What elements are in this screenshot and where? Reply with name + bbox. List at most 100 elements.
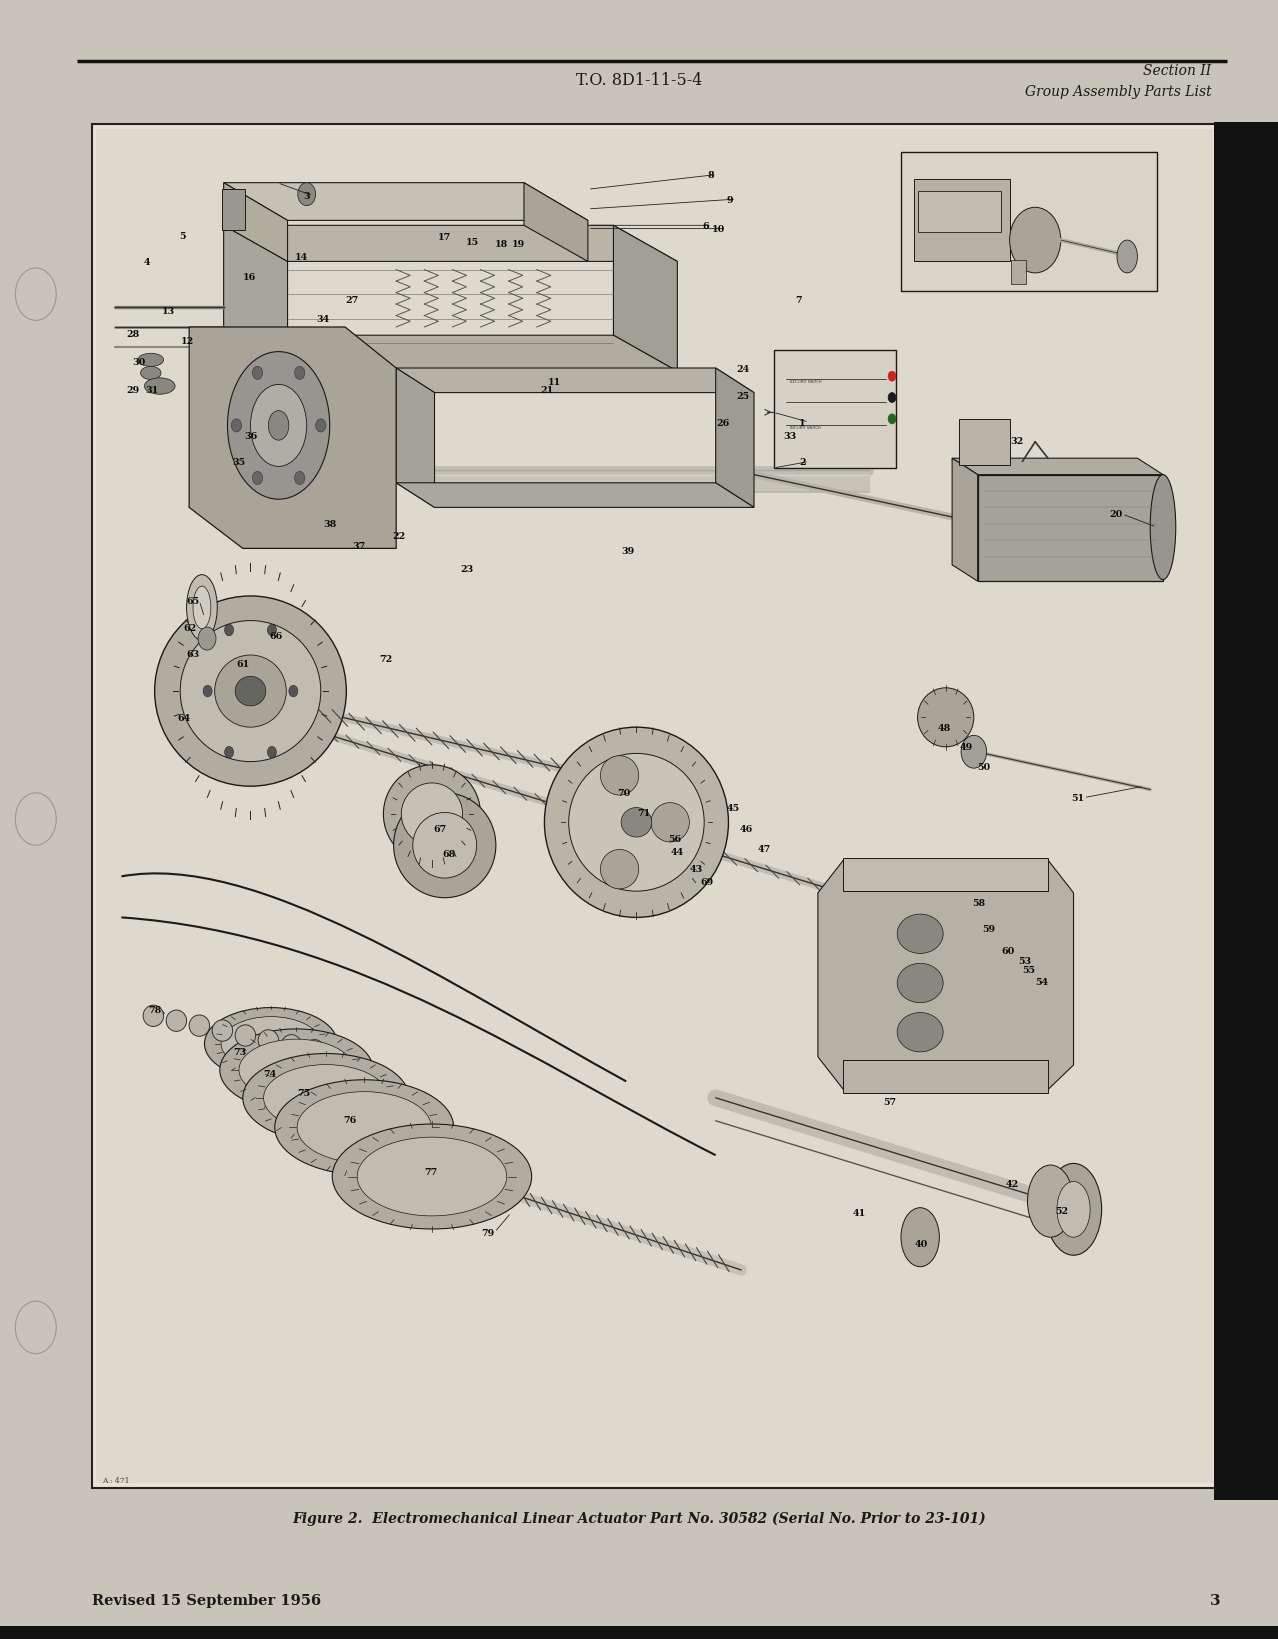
Ellipse shape [204, 1008, 337, 1080]
Bar [96, 129, 1213, 1483]
Ellipse shape [239, 1039, 354, 1101]
Ellipse shape [189, 1015, 210, 1036]
Text: 76: 76 [344, 1115, 357, 1124]
Text: 48: 48 [938, 723, 951, 733]
Text: 59: 59 [983, 924, 996, 934]
Polygon shape [818, 860, 1074, 1090]
Text: 2: 2 [799, 457, 806, 467]
Text: 33: 33 [783, 431, 796, 441]
Ellipse shape [268, 411, 289, 441]
Text: 42: 42 [1006, 1178, 1019, 1188]
Ellipse shape [1057, 1182, 1090, 1237]
Text: 56: 56 [668, 834, 681, 844]
Text: 22: 22 [392, 531, 405, 541]
Text: 27: 27 [345, 295, 358, 305]
Text: 79: 79 [482, 1228, 495, 1237]
Polygon shape [396, 369, 754, 393]
Text: 9: 9 [726, 195, 734, 205]
Text: Revised 15 September 1956: Revised 15 September 1956 [92, 1593, 321, 1606]
Text: 78: 78 [148, 1005, 161, 1015]
Ellipse shape [215, 656, 286, 728]
Ellipse shape [383, 765, 481, 864]
Ellipse shape [621, 808, 652, 838]
Ellipse shape [258, 1031, 279, 1052]
Polygon shape [224, 184, 588, 221]
Circle shape [289, 685, 298, 698]
Text: 68: 68 [442, 849, 455, 859]
Bar [843, 859, 1048, 892]
Text: 46: 46 [740, 824, 753, 834]
Text: 35: 35 [233, 457, 245, 467]
Text: 45: 45 [727, 803, 740, 813]
Text: 10: 10 [712, 225, 725, 234]
Bar [1214, 123, 1278, 1500]
Text: 50: 50 [978, 762, 990, 772]
Text: 26: 26 [717, 418, 730, 428]
Circle shape [316, 420, 326, 433]
Text: 31: 31 [146, 385, 158, 395]
Polygon shape [952, 459, 1163, 475]
Polygon shape [224, 184, 288, 262]
Text: 32: 32 [1011, 436, 1024, 446]
Ellipse shape [263, 1065, 389, 1131]
Text: 13: 13 [162, 306, 175, 316]
Text: 17: 17 [438, 233, 451, 243]
Circle shape [888, 393, 896, 403]
Circle shape [231, 420, 242, 433]
Polygon shape [613, 226, 677, 372]
Text: 52: 52 [1056, 1206, 1068, 1216]
Text: 8: 8 [707, 170, 714, 180]
Ellipse shape [143, 1005, 164, 1026]
Text: 29: 29 [127, 385, 139, 395]
Ellipse shape [235, 1026, 256, 1047]
Ellipse shape [413, 813, 477, 879]
Ellipse shape [141, 367, 161, 380]
Polygon shape [224, 226, 288, 372]
Bar [914, 180, 1010, 262]
Ellipse shape [166, 1010, 187, 1033]
Ellipse shape [1045, 1164, 1102, 1255]
Ellipse shape [1150, 475, 1176, 580]
Text: 19: 19 [512, 239, 525, 249]
Text: 4: 4 [143, 257, 151, 267]
Circle shape [888, 372, 896, 382]
Text: 28: 28 [127, 329, 139, 339]
Text: 72: 72 [380, 654, 392, 664]
Text: 3: 3 [303, 192, 311, 202]
Text: A : 471: A : 471 [102, 1477, 130, 1483]
Text: 12: 12 [181, 336, 194, 346]
Polygon shape [716, 369, 754, 508]
Text: 1: 1 [799, 418, 806, 428]
Bar [0, 1626, 1278, 1639]
Text: 36: 36 [244, 431, 257, 441]
Ellipse shape [250, 385, 307, 467]
Text: Group Assembly Parts List: Group Assembly Parts List [1025, 85, 1212, 98]
Bar [774, 351, 896, 469]
Text: 55: 55 [1022, 965, 1035, 975]
Text: INT.LIMIT SWITCH: INT.LIMIT SWITCH [790, 426, 820, 429]
Bar [222, 190, 245, 231]
Text: 38: 38 [323, 520, 336, 529]
Text: 73: 73 [234, 1047, 247, 1057]
Ellipse shape [138, 354, 164, 367]
Circle shape [267, 747, 276, 759]
Ellipse shape [569, 754, 704, 892]
Ellipse shape [544, 728, 728, 918]
Text: 77: 77 [424, 1167, 437, 1177]
Text: 15: 15 [466, 238, 479, 247]
Polygon shape [224, 336, 677, 372]
Text: 40: 40 [915, 1239, 928, 1249]
Text: 44: 44 [671, 847, 684, 857]
Polygon shape [189, 328, 396, 549]
Ellipse shape [212, 1019, 233, 1042]
Ellipse shape [144, 379, 175, 395]
Text: 34: 34 [317, 315, 330, 325]
Text: 57: 57 [883, 1096, 896, 1106]
Ellipse shape [187, 575, 217, 641]
Ellipse shape [1010, 208, 1061, 274]
Ellipse shape [1028, 1165, 1074, 1237]
Text: 69: 69 [700, 877, 713, 887]
Circle shape [15, 1301, 56, 1354]
Text: 43: 43 [690, 864, 703, 874]
Text: 70: 70 [617, 788, 630, 798]
